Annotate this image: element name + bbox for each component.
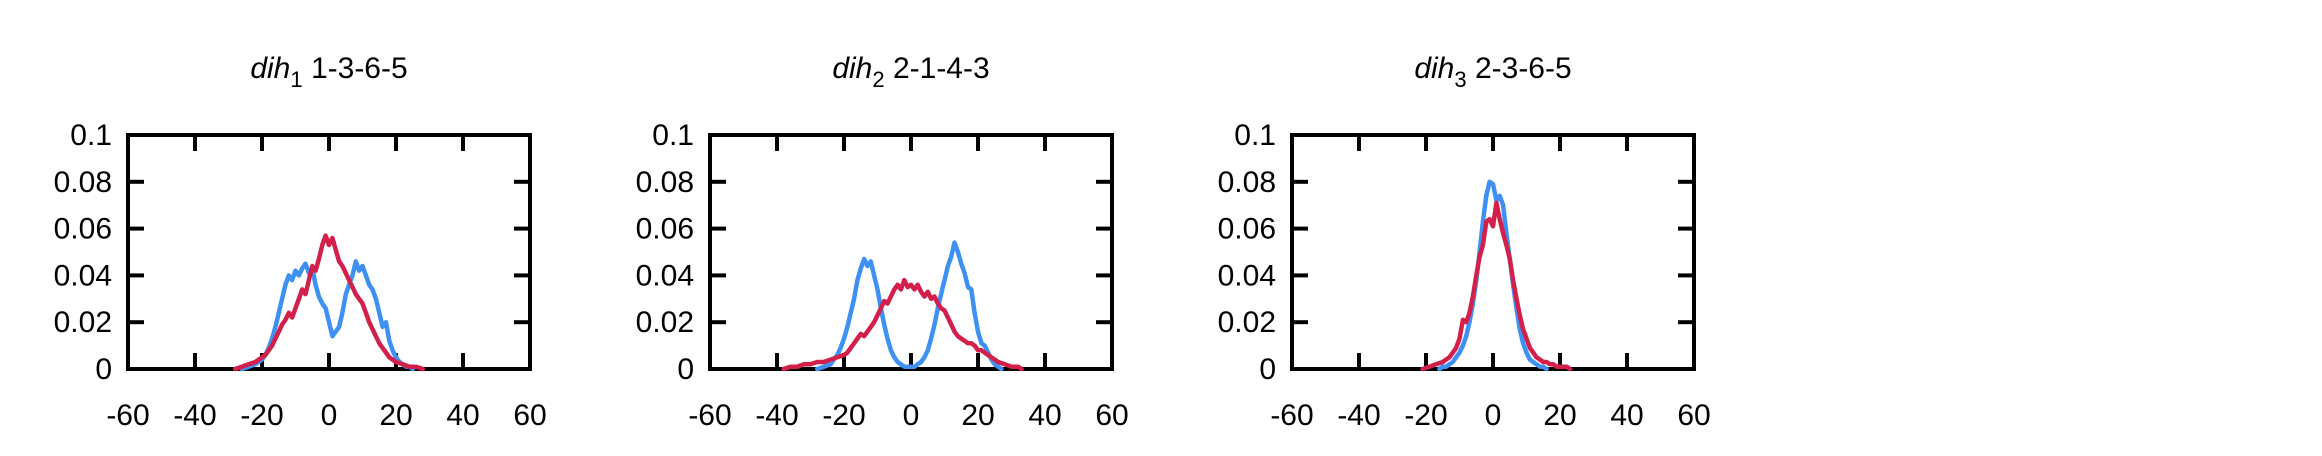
x-tick-label: 60	[1095, 399, 1128, 432]
y-tick-label: 0.06	[1218, 213, 1276, 246]
series-red-line	[1420, 200, 1573, 372]
panel-title: dih3 2-3-6-5	[1414, 52, 1571, 92]
y-tick-label: 0.08	[1218, 166, 1276, 199]
x-tick-label: -40	[755, 399, 798, 432]
x-tick-label: -40	[173, 399, 216, 432]
x-tick-label: -20	[240, 399, 283, 432]
x-tick-label: 40	[1028, 399, 1061, 432]
y-tick-label: 0.06	[54, 213, 112, 246]
plot-frame	[708, 133, 1114, 371]
x-tick-label: -60	[1270, 399, 1313, 432]
panel-dih3: -60 -40 -20 0 20 40 60 0 0.02 0.04 0.06 0.08 0.1 dih3…	[1164, 0, 1746, 456]
series-red-line	[781, 277, 1024, 372]
y-tick-label: 0.1	[1234, 119, 1276, 152]
y-tick-label: 0.06	[636, 213, 694, 246]
y-tick-label: 0	[95, 353, 112, 386]
y-tick-label: 0.1	[70, 119, 112, 152]
x-tick-label: -40	[1337, 399, 1380, 432]
x-tick-label: 20	[379, 399, 412, 432]
series-blue-line	[1437, 179, 1549, 372]
x-tick-label: 40	[1610, 399, 1643, 432]
x-tick-label: -60	[688, 399, 731, 432]
x-tick-label: 40	[446, 399, 479, 432]
x-tick-label: 0	[321, 399, 338, 432]
y-tick-label: 0.08	[54, 166, 112, 199]
y-tick-label: 0	[1259, 353, 1276, 386]
panel-title: dih1 1-3-6-5	[250, 52, 407, 92]
series-blue-line	[239, 259, 416, 372]
y-tick-label: 0.1	[652, 119, 694, 152]
x-tick-label: 60	[1677, 399, 1710, 432]
x-tick-label: -20	[1404, 399, 1447, 432]
y-tick-label: 0.04	[636, 259, 694, 292]
plot-frame	[126, 133, 532, 371]
series-blue-line	[814, 240, 1004, 372]
x-tick-label: 0	[903, 399, 920, 432]
x-tick-label: 20	[961, 399, 994, 432]
y-tick-label: 0.02	[54, 306, 112, 339]
x-tick-label: 0	[1485, 399, 1502, 432]
x-tick-label: -20	[822, 399, 865, 432]
plot-frame	[1290, 133, 1696, 371]
panel-dih1: -60 -40 -20 0 20 40 60 0 0.02 0.04 0.06 0.08 0.1 dih1…	[0, 0, 582, 456]
dih1-plot: -60 -40 -20 0 20 40 60 0 0.02 0.04 0.06 0.08 0.1 dih1…	[54, 52, 547, 432]
y-tick-label: 0.08	[636, 166, 694, 199]
y-tick-label: 0.02	[636, 306, 694, 339]
panel-title: dih2 2-1-4-3	[832, 52, 989, 92]
x-tick-label: -60	[106, 399, 149, 432]
dih3-plot: -60 -40 -20 0 20 40 60 0 0.02 0.04 0.06 0.08 0.1 dih3…	[1218, 52, 1711, 432]
series-red-line	[232, 233, 426, 372]
y-tick-label: 0	[677, 353, 694, 386]
x-tick-label: 20	[1543, 399, 1576, 432]
x-tick-label: 60	[513, 399, 546, 432]
panel-dih2: -60 -40 -20 0 20 40 60 0 0.02 0.04 0.06 0.08 0.1 dih2…	[582, 0, 1164, 456]
y-tick-label: 0.04	[54, 259, 112, 292]
dih2-plot: -60 -40 -20 0 20 40 60 0 0.02 0.04 0.06 0.08 0.1 dih2…	[636, 52, 1129, 432]
y-tick-label: 0.04	[1218, 259, 1276, 292]
y-tick-label: 0.02	[1218, 306, 1276, 339]
